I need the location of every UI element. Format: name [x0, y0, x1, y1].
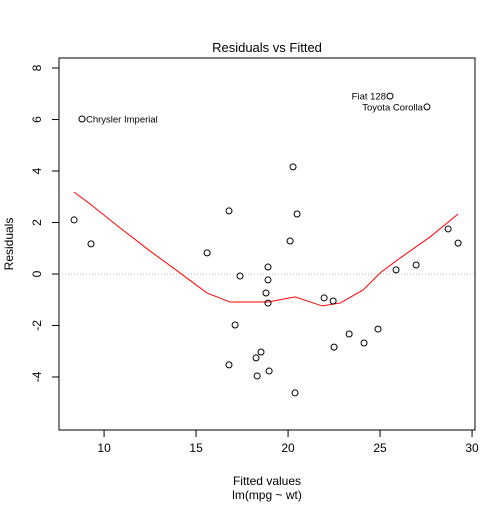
- point: [286, 237, 294, 245]
- point: [264, 276, 272, 284]
- point: [454, 239, 462, 247]
- point: [264, 263, 272, 271]
- x-tick-label: 20: [281, 441, 295, 455]
- point: [253, 372, 261, 380]
- smooth-line: [73, 191, 459, 307]
- point-label: Fiat 128: [352, 92, 386, 103]
- point: [265, 367, 273, 375]
- point: [329, 297, 337, 305]
- point: [392, 266, 400, 274]
- point-label: Chrysler Imperial: [86, 115, 158, 126]
- y-tick-label: 8: [30, 64, 44, 71]
- point: [225, 207, 233, 215]
- point: [236, 272, 244, 280]
- y-tick-label: -4: [30, 371, 44, 382]
- subtitle: lm(mpg ~ wt): [232, 488, 302, 502]
- point: [252, 354, 260, 362]
- x-tick-label: 25: [373, 441, 387, 455]
- y-tick-label: 4: [30, 167, 44, 174]
- point: [320, 294, 328, 302]
- point-label: Toyota Corolla: [362, 102, 423, 113]
- point: [374, 325, 382, 333]
- point: [330, 343, 338, 351]
- point: [262, 289, 270, 297]
- point: [423, 103, 431, 111]
- point: [444, 225, 452, 233]
- x-axis-label: Fitted values: [233, 474, 301, 488]
- y-axis-label: Residuals: [2, 218, 16, 271]
- point: [87, 240, 95, 248]
- x-tick-label: 10: [97, 441, 111, 455]
- point: [203, 249, 211, 257]
- x-tick-label: 30: [465, 441, 479, 455]
- point: [293, 210, 301, 218]
- x-tick-label: 15: [189, 441, 203, 455]
- point: [225, 361, 233, 369]
- point: [78, 115, 86, 123]
- point: [264, 299, 272, 307]
- point: [231, 321, 239, 329]
- point: [70, 216, 78, 224]
- point: [412, 261, 420, 269]
- point: [386, 92, 394, 100]
- point: [360, 339, 368, 347]
- chart-title: Residuals vs Fitted: [212, 40, 322, 55]
- point: [289, 163, 297, 171]
- point: [257, 348, 265, 356]
- y-tick-label: 0: [30, 270, 44, 277]
- y-tick-label: 2: [30, 219, 44, 226]
- y-tick-label: 6: [30, 116, 44, 123]
- point: [291, 389, 299, 397]
- y-tick-label: -2: [30, 320, 44, 331]
- point: [345, 330, 353, 338]
